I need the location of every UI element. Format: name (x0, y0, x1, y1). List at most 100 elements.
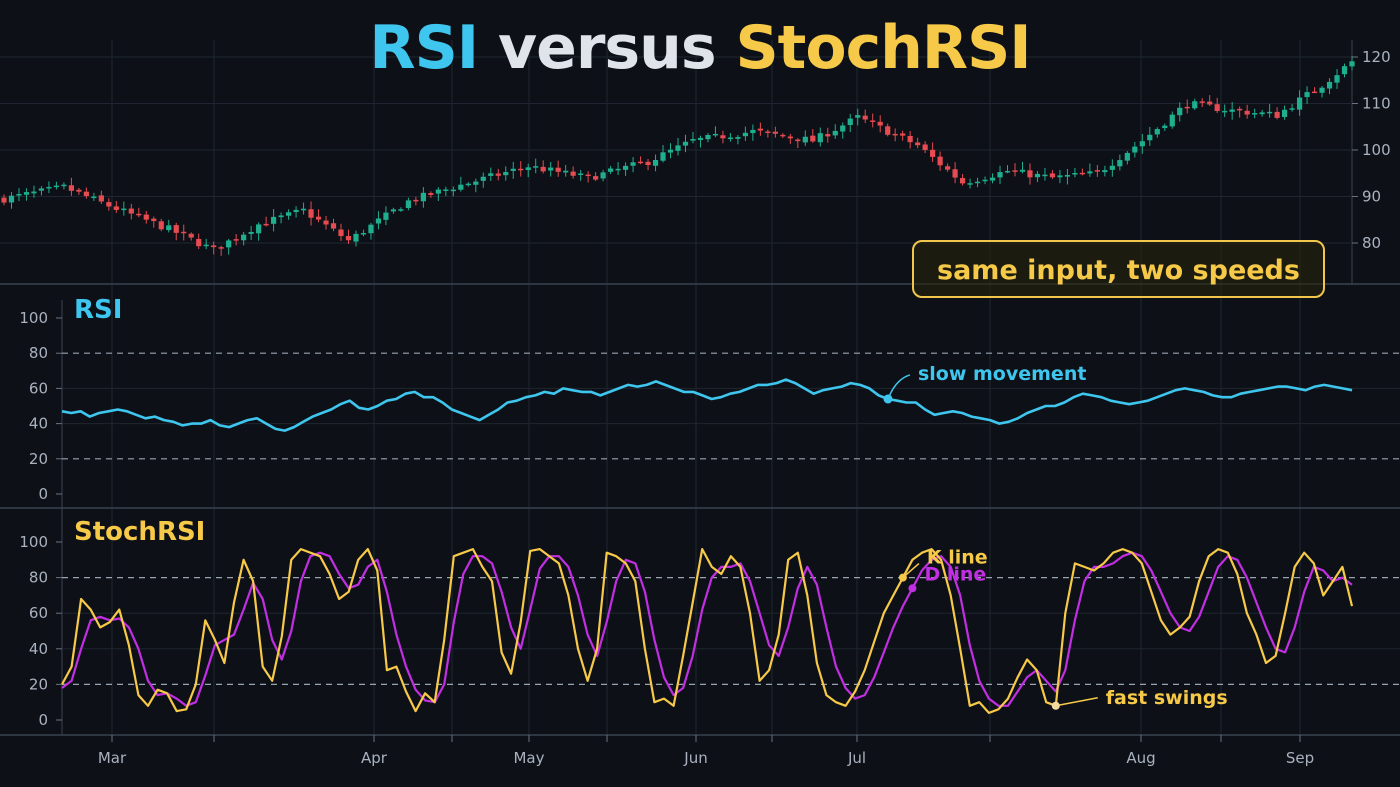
candle-body (98, 195, 104, 202)
candle-body (1199, 101, 1205, 103)
slow-movement-leader (887, 374, 911, 400)
candle-body (712, 133, 719, 136)
candle-body (720, 135, 726, 139)
candle-body (106, 202, 112, 207)
candle-body (645, 161, 651, 166)
candle-body (608, 168, 614, 172)
candle-body (862, 115, 868, 120)
candle-body (1057, 175, 1063, 178)
candle-body (91, 196, 97, 199)
candle-body (690, 139, 696, 141)
candle-body (1034, 173, 1041, 178)
candle-body (1311, 91, 1318, 94)
candle-body (23, 192, 30, 195)
candle-body (772, 131, 778, 134)
candle-body (375, 218, 382, 224)
candle-body (952, 169, 958, 178)
candle-body (488, 173, 494, 176)
stoch-tick-label: 100 (19, 533, 48, 551)
candle-body (428, 193, 434, 195)
candle-body (203, 244, 209, 247)
candle-body (1147, 134, 1153, 141)
candle-body (555, 167, 561, 172)
stoch-tick-label: 80 (29, 569, 48, 587)
candle-body (1087, 171, 1093, 174)
candle-body (622, 165, 629, 170)
candle-body (1117, 160, 1123, 167)
candle-body (974, 181, 981, 184)
candle-body (1214, 104, 1220, 112)
candle-body (1154, 129, 1160, 135)
candle-body (53, 185, 60, 188)
candle-body (263, 223, 269, 226)
rsi-tick-label: 60 (29, 379, 48, 397)
candle-body (1124, 152, 1130, 161)
candle-body (1079, 172, 1085, 175)
candle-body (1244, 110, 1250, 115)
price-tick-label: 80 (1362, 234, 1381, 252)
rsi-panel-label: RSI (74, 295, 122, 325)
candle-body (578, 173, 584, 175)
callout-box: same input, two speeds (912, 240, 1325, 298)
title-rsi: RSI (369, 13, 479, 83)
candle-body (997, 172, 1003, 178)
candle-body (885, 126, 891, 135)
candle-body (211, 245, 217, 248)
candle-body (1296, 97, 1303, 110)
candle-body (1102, 170, 1108, 173)
stochrsi-panel-label: StochRSI (74, 517, 205, 547)
stoch-tick-label: 20 (29, 675, 48, 693)
candle-body (930, 149, 936, 157)
fast-swings-marker (1051, 701, 1060, 710)
x-tick-label: Sep (1286, 749, 1314, 767)
candle-body (8, 195, 15, 203)
chart-title: RSI versus StochRSI (0, 8, 1400, 88)
rsi-line (61, 378, 1353, 432)
x-tick-label: May (513, 749, 544, 767)
candle-body (795, 139, 801, 142)
candle-body (435, 189, 441, 194)
candle-body (540, 166, 546, 172)
candle-body (802, 136, 808, 143)
candle-body (68, 185, 74, 191)
candle-body (892, 133, 898, 136)
candle-body (1019, 169, 1026, 172)
candle-body (345, 236, 352, 241)
candle-body (323, 220, 329, 225)
candle-body (226, 240, 232, 248)
candle-body (450, 189, 456, 192)
axis-layer: 80 90 100 110 120 0 20 40 60 80 100 0 20 40 60 80 100 Mar… (19, 48, 1390, 767)
candle-body (518, 168, 524, 171)
candle-body (735, 137, 741, 139)
candle-body (1049, 173, 1056, 178)
candle-body (128, 208, 134, 214)
d-line (61, 551, 1353, 707)
candle-body (742, 132, 748, 137)
x-tick-label: Apr (361, 749, 388, 767)
candle-body (158, 221, 164, 230)
candle-body (585, 174, 591, 177)
candle-body (465, 183, 471, 186)
candle-body (1319, 87, 1325, 93)
candle-body (16, 194, 22, 196)
candle-body (1282, 109, 1288, 117)
candle-body (1027, 170, 1033, 178)
candle-body (1094, 170, 1100, 172)
candle-body (151, 218, 157, 222)
candle-body (383, 212, 389, 220)
candle-body (330, 223, 337, 229)
candle-body (525, 167, 531, 171)
candle-body (1192, 101, 1198, 109)
candle-body (510, 168, 516, 171)
price-tick-label: 110 (1362, 95, 1391, 113)
candle-body (705, 134, 711, 140)
candle-body (682, 141, 689, 146)
stoch-tick-label: 0 (38, 711, 48, 729)
candle-body (480, 176, 486, 181)
candle-body (31, 191, 37, 194)
candle-body (825, 134, 831, 137)
candle-body (113, 206, 119, 210)
x-tick-label: Jun (683, 749, 707, 767)
candle-body (1207, 101, 1213, 105)
